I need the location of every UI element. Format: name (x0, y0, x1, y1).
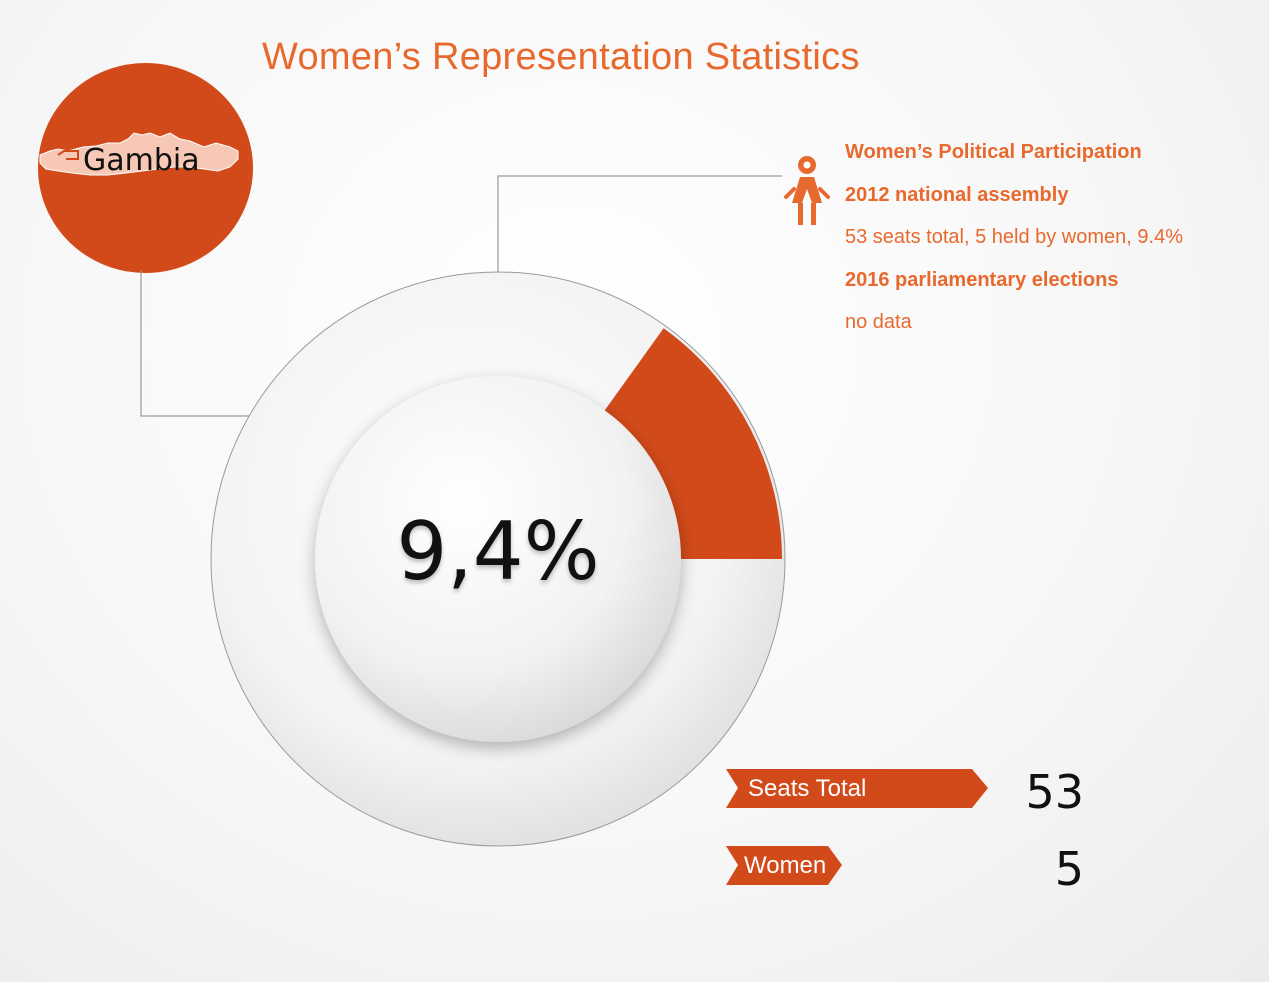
country-map-circle (38, 63, 253, 273)
legend-women: Women (726, 846, 844, 891)
legend-value: 5 (1054, 842, 1084, 896)
legend-value: 53 (1025, 765, 1084, 819)
page-title: Women’s Representation Statistics (262, 36, 860, 78)
elections-label: 2016 parliamentary elections (845, 268, 1119, 291)
elections-detail: no data (845, 311, 912, 333)
country-label: Gambia (83, 143, 200, 178)
assembly-detail: 53 seats total, 5 held by women, 9.4% (845, 226, 1183, 248)
legend-seats-total: Seats Total (726, 769, 990, 814)
info-panel: Women’s Political Participation 2012 nat… (845, 139, 1183, 352)
donut-inner-circle (315, 376, 681, 742)
tag-arrow-shape (726, 846, 842, 885)
woman-icon (784, 156, 830, 225)
gambia-map-icon (39, 132, 239, 176)
center-percentage: 9,4% (396, 505, 600, 598)
legend-label: Seats Total (748, 775, 867, 802)
legend-label: Women (744, 852, 827, 879)
info-heading: Women’s Political Participation (845, 141, 1142, 163)
tag-arrow-shape (726, 769, 988, 808)
assembly-label: 2012 national assembly (845, 183, 1069, 206)
